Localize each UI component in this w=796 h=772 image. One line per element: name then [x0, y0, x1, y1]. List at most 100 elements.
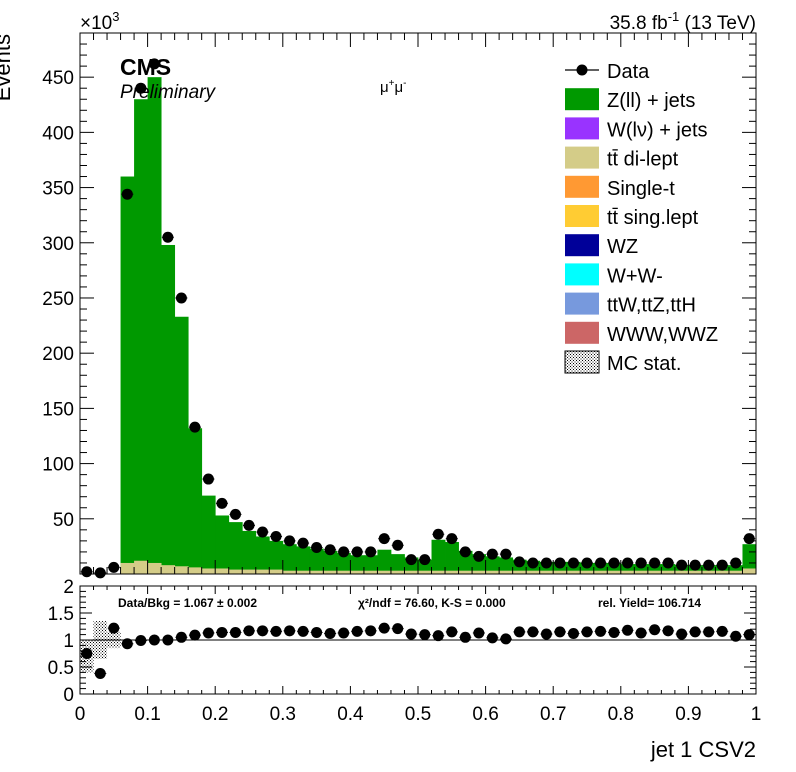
ratio-point-12 [243, 625, 255, 637]
ratio-point-46 [702, 626, 715, 638]
bar-z-ll-jets-39 [607, 562, 622, 574]
data-point-4 [134, 82, 147, 94]
ratio-point-47 [716, 625, 729, 637]
ratio-point-19 [337, 627, 350, 639]
data-point-22 [378, 533, 391, 545]
data-point-32 [513, 556, 526, 568]
ratio-point-20 [351, 625, 364, 637]
data-point-44 [675, 559, 688, 571]
ratio-point-34 [540, 628, 553, 640]
bar-tt-di-lept-27 [445, 570, 459, 574]
ratio-y-axis: 0 0.5 1 1.5 2 [48, 577, 756, 706]
data-point-25 [418, 554, 431, 566]
bar-tt-di-lept-33 [526, 570, 541, 574]
data-point-3 [121, 188, 134, 200]
legend-item-tt-sing-lept: tt̄ sing.lept [565, 205, 699, 229]
ratio-point-39 [608, 626, 621, 638]
bar-tt-di-lept-42 [647, 570, 662, 574]
data-point-26 [432, 528, 445, 540]
legend-label: MC stat. [607, 353, 681, 375]
legend-label: W+W- [607, 265, 663, 287]
bar-z-ll-jets-14 [269, 540, 284, 574]
bar-z-ll-jets-40 [620, 564, 635, 574]
ratio-point-23 [391, 623, 404, 635]
bar-z-ll-jets-20 [350, 555, 365, 574]
data-point-8 [188, 421, 201, 433]
data-point-0 [80, 566, 93, 578]
bar-z-ll-jets-23 [390, 554, 405, 574]
bar-tt-di-lept-10 [215, 568, 230, 574]
bar-tt-di-lept-34 [539, 570, 554, 574]
bar-z-ll-jets-19 [336, 553, 351, 574]
ratio-point-25 [418, 629, 431, 641]
ratio-point-28 [459, 631, 472, 643]
bar-z-ll-jets-30 [485, 556, 500, 574]
ratio-point-4 [134, 635, 147, 647]
bar-tt-di-lept-4 [134, 560, 148, 574]
bar-z-ll-jets-13 [255, 536, 270, 574]
bar-tt-di-lept-22 [377, 570, 392, 574]
bar-z-ll-jets-15 [282, 544, 297, 574]
ratio-point-21 [364, 625, 377, 637]
ratio-point-30 [486, 632, 499, 644]
data-point-28 [459, 546, 472, 558]
data-point-30 [486, 548, 499, 560]
ratio-y-tick-label: 0 [63, 685, 74, 706]
data-point-7 [175, 292, 188, 304]
bar-tt-di-lept-45 [688, 570, 703, 574]
ratio-y-tick-label: 0.5 [48, 658, 74, 679]
bar-z-ll-jets-38 [593, 562, 608, 574]
x-axis: 0 0.1 0.2 0.3 0.4 0.5 0.6 0.7 0.8 0.9 1 [75, 586, 761, 725]
bar-tt-di-lept-37 [580, 570, 595, 574]
ratio-point-48 [729, 630, 742, 642]
ratio-yield: rel. Yield= 106.714 [598, 596, 701, 610]
x-tick-label: 0.9 [675, 704, 701, 725]
ratio-point-32 [513, 626, 526, 638]
ratio-points [80, 622, 756, 679]
data-point-2 [107, 561, 120, 573]
bar-z-ll-jets-6 [161, 244, 176, 575]
ratio-point-26 [432, 630, 445, 642]
data-points [80, 58, 756, 579]
ratio-point-36 [567, 628, 580, 640]
bar-tt-di-lept-24 [404, 570, 419, 574]
bar-z-ll-jets-26 [431, 539, 446, 574]
y-tick-label: 300 [42, 234, 74, 255]
y-tick-label: 450 [42, 68, 74, 89]
channel-label: μ+μ- [380, 78, 407, 96]
ratio-point-40 [621, 624, 634, 636]
data-point-37 [581, 557, 593, 569]
data-point-6 [161, 231, 174, 243]
ratio-point-45 [689, 626, 702, 638]
bar-z-ll-jets-11 [228, 522, 243, 574]
bar-tt-di-lept-17 [309, 570, 324, 574]
ratio-point-38 [594, 625, 607, 637]
bar-tt-di-lept-39 [607, 570, 622, 574]
bar-tt-di-lept-28 [458, 570, 473, 574]
bar-z-ll-jets-41 [634, 564, 649, 574]
data-point-14 [270, 530, 283, 542]
data-point-9 [202, 473, 215, 485]
y-tick-label: 200 [42, 344, 74, 365]
legend-label: ttW,ttZ,ttH [607, 295, 696, 317]
bar-z-ll-jets-31 [499, 557, 514, 574]
ratio-point-31 [499, 633, 512, 645]
ratio-point-27 [445, 626, 458, 638]
bar-tt-di-lept-25 [418, 570, 432, 574]
data-point-39 [608, 557, 621, 569]
bar-tt-di-lept-49 [742, 568, 757, 574]
legend-item-single-t: Single-t [565, 175, 675, 200]
data-point-40 [621, 557, 634, 569]
data-point-24 [405, 554, 418, 566]
bar-tt-di-lept-35 [553, 570, 568, 574]
y-tick-label: 350 [42, 179, 74, 200]
legend-label: WZ [607, 236, 638, 258]
bar-z-ll-jets-21 [363, 555, 378, 574]
bar-z-ll-jets-42 [647, 564, 662, 574]
ratio-point-15 [283, 625, 296, 637]
bar-z-ll-jets-12 [242, 530, 257, 574]
ratio-point-11 [229, 626, 242, 638]
bar-tt-di-lept-46 [701, 570, 716, 574]
cms-label: CMS [120, 54, 171, 80]
data-point-27 [445, 533, 458, 545]
